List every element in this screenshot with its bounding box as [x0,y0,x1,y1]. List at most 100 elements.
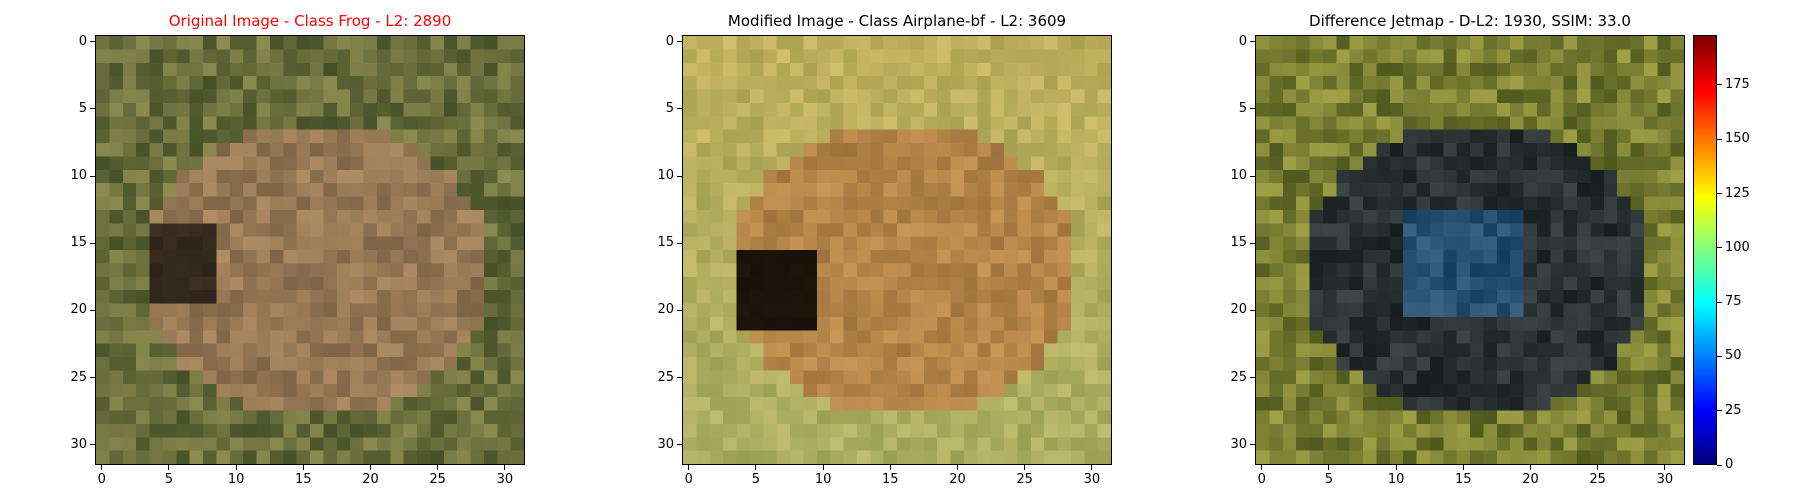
x-tick-mark [101,465,103,470]
x-tick-mark [1597,465,1599,470]
y-tick-mark [1250,444,1255,446]
y-tick-mark [90,242,95,244]
x-tick-label: 30 [1656,472,1674,487]
title-original: Original Image - Class Frog - L2: 2890 [168,12,452,30]
y-tick-mark [90,309,95,311]
y-tick-mark [90,175,95,177]
x-tick-label: 0 [684,472,693,487]
y-tick-label: 5 [1238,100,1247,116]
y-tick-label: 25 [1230,369,1247,385]
y-tick-label: 20 [70,302,87,318]
y-tick-label: 20 [1230,302,1247,318]
y-tick-label: 15 [657,235,674,251]
y-tick-mark [677,444,682,446]
colorbar-tick-label: 125 [1725,185,1750,201]
y-tick-mark [677,175,682,177]
original-image [96,36,524,464]
x-tick-mark [1024,465,1026,470]
colorbar-tick-label: 0 [1725,457,1734,472]
image-axes-original [95,35,525,465]
image-axes-difference [1255,35,1685,465]
difference-jetmap-image [1256,36,1684,464]
x-tick-mark [504,465,506,470]
y-tick-mark [1250,41,1255,43]
y-tick-mark [1250,108,1255,110]
colorbar-tick-label: 100 [1725,239,1750,255]
colorbar-tick-mark [1717,355,1722,357]
y-tick-mark [677,309,682,311]
x-tick-mark [168,465,170,470]
x-tick-label: 25 [1016,472,1033,487]
x-tick-label: 30 [496,472,514,487]
x-tick-label: 15 [882,472,899,487]
y-tick-label: 0 [78,33,87,49]
y-tick-mark [90,377,95,379]
colorbar [1693,35,1717,465]
y-tick-mark [1250,175,1255,177]
x-tick-label: 15 [295,472,312,487]
x-tick-mark [1664,465,1666,470]
y-tick-label: 10 [657,168,674,184]
colorbar-tick-mark [1717,410,1722,412]
x-tick-mark [302,465,304,470]
x-tick-label: 10 [1387,472,1405,487]
image-axes-modified [682,35,1112,465]
colorbar-tick-mark [1717,84,1722,86]
y-tick-mark [677,377,682,379]
y-tick-label: 30 [70,436,87,452]
y-tick-label: 5 [78,100,87,116]
x-tick-label: 20 [1522,472,1539,487]
y-tick-label: 25 [70,369,87,385]
x-tick-label: 5 [1324,472,1334,487]
y-tick-label: 15 [70,235,87,251]
x-tick-mark [688,465,690,470]
x-tick-label: 30 [1083,472,1101,487]
x-tick-mark [956,465,958,470]
y-tick-mark [1250,242,1255,244]
colorbar-tick-mark [1717,247,1722,249]
colorbar-tick-label: 75 [1725,294,1742,310]
colorbar-tick-label: 50 [1725,348,1742,364]
x-tick-label: 10 [814,472,832,487]
colorbar-tick-label: 25 [1725,402,1742,418]
colorbar-tick-label: 150 [1725,131,1750,147]
x-tick-label: 20 [949,472,966,487]
x-tick-mark [1462,465,1464,470]
y-tick-mark [1250,377,1255,379]
x-tick-mark [437,465,439,470]
y-tick-label: 30 [657,436,674,452]
x-tick-mark [1261,465,1263,470]
y-tick-mark [677,242,682,244]
y-tick-mark [90,41,95,43]
x-tick-mark [755,465,757,470]
y-tick-mark [677,41,682,43]
x-tick-label: 20 [362,472,379,487]
x-tick-label: 15 [1455,472,1472,487]
y-tick-label: 30 [1230,436,1247,452]
y-tick-label: 20 [657,302,674,318]
x-tick-mark [1091,465,1093,470]
y-tick-label: 5 [665,100,674,116]
y-tick-label: 10 [70,168,87,184]
colorbar-gradient [1694,36,1716,464]
x-tick-mark [369,465,371,470]
y-tick-label: 15 [1230,235,1247,251]
title-modified: Modified Image - Class Airplane-bf - L2:… [727,12,1067,30]
title-difference: Difference Jetmap - D-L2: 1930, SSIM: 33… [1309,12,1631,30]
colorbar-tick-label: 175 [1725,76,1750,92]
x-tick-label: 5 [164,472,174,487]
x-tick-label: 25 [429,472,446,487]
y-tick-label: 0 [1238,33,1247,49]
x-tick-label: 0 [1257,472,1266,487]
x-tick-mark [889,465,891,470]
colorbar-tick-mark [1717,138,1722,140]
x-tick-label: 0 [97,472,106,487]
y-tick-mark [90,108,95,110]
x-tick-label: 5 [751,472,761,487]
x-tick-label: 10 [227,472,245,487]
modified-image [683,36,1111,464]
x-tick-mark [1395,465,1397,470]
colorbar-tick-mark [1717,193,1722,195]
y-tick-label: 10 [1230,168,1247,184]
x-tick-mark [822,465,824,470]
